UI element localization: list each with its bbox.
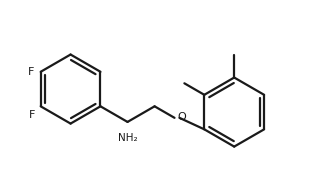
Text: O: O <box>178 112 186 122</box>
Text: F: F <box>28 67 34 77</box>
Text: F: F <box>29 110 36 120</box>
Text: NH₂: NH₂ <box>118 133 137 143</box>
